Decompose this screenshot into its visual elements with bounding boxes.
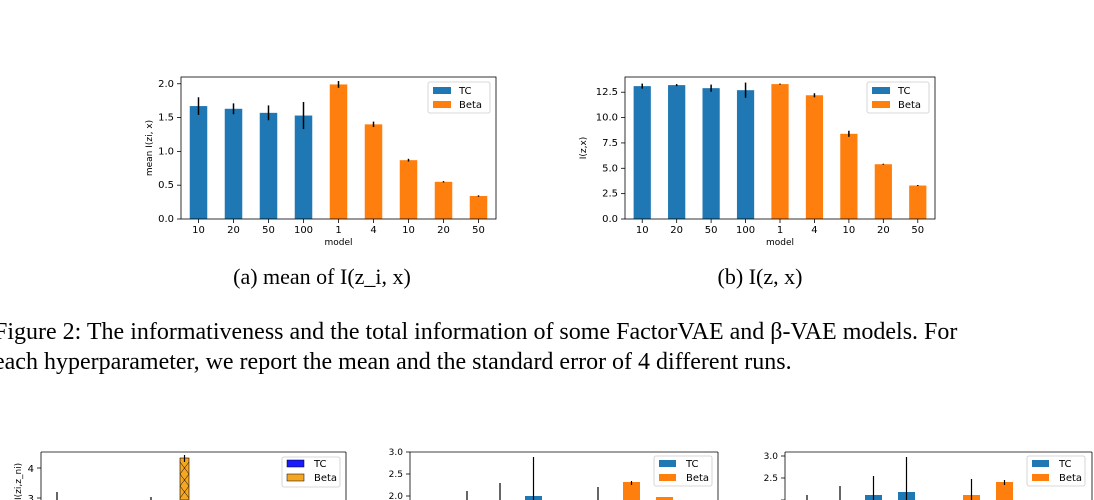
chart-a-ytick-label-0: 0.0	[158, 214, 174, 225]
chart-a-bar-beta-4	[329, 84, 348, 219]
bottom1-bar-hatch	[179, 461, 190, 499]
chart-a-ylabel: mean I(zi, x)	[145, 120, 155, 176]
bottom2-legend-swatch-beta	[659, 474, 676, 481]
bottom1-legend-label-tc: TC	[313, 459, 327, 470]
figure-caption-line2: each hyperparameter, we report the mean …	[0, 349, 792, 375]
chart-b-legend-swatch-beta	[872, 101, 890, 108]
chart-a-bar-beta-5	[364, 124, 383, 219]
bottom3-legend-swatch-beta	[1032, 474, 1049, 481]
chart-b-xtick-label-2: 50	[705, 225, 718, 236]
bottom1-legend-swatch-beta	[286, 473, 305, 482]
chart-a-bar-tc-0	[189, 106, 208, 219]
chart-b: 0.0 2.5 5.0 7.5 10.0 12.5 10 20 50 100 1 4 10 20 50 mod…	[579, 76, 936, 248]
chart-a-xtick-label-8: 50	[472, 225, 485, 236]
chart-b-ytick-label-0: 0.0	[602, 214, 618, 225]
chart-b-bar-tc-2	[702, 88, 720, 220]
chart-a-xtick-label-5: 4	[370, 225, 376, 236]
chart-a-bar-tc-2	[259, 112, 278, 219]
chart-a-xtick-label-1: 20	[227, 225, 240, 236]
chart-a-ytick-label-1: 0.5	[158, 180, 174, 191]
bottom-panel-3: 3.0 2.5 TC Beta	[764, 451, 1093, 500]
chart-b-xlabel: model	[766, 238, 794, 248]
chart-b-ytick-label-3: 7.5	[602, 138, 618, 149]
bottom1-legend-swatch-tc	[286, 459, 305, 468]
chart-b-xtick-label-8: 50	[911, 225, 924, 236]
bottom1-ytick-label-4: 4	[28, 464, 34, 475]
figure-caption-line1: Figure 2: The informativeness and the to…	[0, 319, 957, 345]
bottom2-ytick-label-20: 2.0	[389, 492, 404, 500]
bottom1-ylabel: I(zi,z_ni)	[14, 463, 24, 500]
chart-b-bar-beta-7	[874, 164, 892, 219]
chart-a-xtick-label-3: 100	[294, 225, 313, 236]
chart-a-xtick-label-4: 1	[335, 225, 341, 236]
chart-b-xtick-label-3: 100	[736, 225, 755, 236]
chart-b-bar-beta-5	[805, 95, 824, 219]
chart-b-legend-swatch-tc	[872, 87, 890, 94]
chart-b-xtick-label-4: 1	[777, 225, 783, 236]
bottom3-ytick-label-30: 3.0	[764, 452, 779, 462]
bottom2-legend-label-beta: Beta	[686, 473, 709, 484]
bottom1-legend-label-beta: Beta	[314, 473, 337, 484]
bottom-panel-1: 4 3 I(zi,z_ni) TC Beta	[14, 451, 347, 500]
chart-b-xtick-label-6: 10	[843, 225, 856, 236]
bottom3-legend-swatch-tc	[1032, 460, 1049, 467]
chart-a-ytick-label-3: 1.5	[158, 113, 174, 124]
caption-b: (b) I(z, x)	[718, 264, 803, 289]
bottom1-ytick-label-3: 3	[28, 494, 34, 500]
bottom2-legend-label-tc: TC	[685, 459, 699, 470]
bottom3-bar-beta-2	[996, 482, 1013, 500]
chart-a-bar-beta-6	[399, 160, 418, 219]
chart-a-xtick-label-7: 20	[437, 225, 450, 236]
bottom1-bar-beta	[179, 457, 190, 500]
chart-a-legend-swatch-tc	[433, 87, 451, 94]
chart-b-bar-tc-1	[668, 85, 686, 219]
chart-a-ytick-label-4: 2.0	[158, 79, 174, 90]
bottom3-ytick-label-25: 2.5	[764, 474, 778, 484]
chart-a-legend-label-tc: TC	[458, 86, 472, 97]
bottom3-legend-label-tc: TC	[1058, 459, 1072, 470]
chart-a: 0.0 0.5 1.0 1.5 2.0 10 20 50 100 1 4 10 20 50 model mea…	[145, 76, 497, 248]
chart-a-bar-tc-3	[294, 115, 313, 219]
chart-a-legend-swatch-beta	[433, 101, 451, 108]
chart-b-ytick-label-4: 10.0	[596, 113, 618, 124]
chart-b-bar-beta-8	[909, 185, 927, 219]
chart-b-ytick-label-5: 12.5	[596, 87, 618, 98]
chart-b-legend-label-beta: Beta	[898, 100, 921, 111]
chart-b-xtick-label-7: 20	[877, 225, 890, 236]
bottom2-bar-beta-2	[656, 497, 673, 500]
chart-a-xtick-label-0: 10	[192, 225, 205, 236]
chart-a-legend-label-beta: Beta	[459, 100, 482, 111]
chart-b-xtick-label-1: 20	[670, 225, 683, 236]
chart-b-ytick-label-2: 5.0	[602, 163, 618, 174]
bottom3-legend-label-beta: Beta	[1059, 473, 1082, 484]
bottom2-bar-beta	[623, 482, 640, 500]
chart-a-bar-beta-8	[469, 196, 488, 219]
bottom2-ytick-label-30: 3.0	[389, 448, 404, 458]
chart-b-bar-beta-6	[840, 133, 858, 219]
chart-a-xtick-label-6: 10	[402, 225, 415, 236]
bottom2-ytick-label-25: 2.5	[389, 470, 403, 480]
chart-b-bar-tc-3	[736, 90, 755, 219]
chart-a-ytick-label-2: 1.0	[158, 146, 174, 157]
chart-b-legend-label-tc: TC	[897, 86, 911, 97]
chart-b-ylabel: I(z,x)	[579, 137, 589, 160]
chart-b-xtick-label-5: 4	[811, 225, 817, 236]
chart-a-bar-beta-7	[434, 181, 453, 219]
chart-a-bar-tc-1	[224, 108, 243, 219]
bottom2-legend-swatch-tc	[659, 460, 676, 467]
chart-b-ytick-label-1: 2.5	[602, 189, 618, 200]
chart-a-xtick-label-2: 50	[262, 225, 275, 236]
chart-b-xtick-label-0: 10	[636, 225, 649, 236]
chart-b-bar-tc-0	[633, 86, 651, 219]
chart-a-xlabel: model	[324, 238, 352, 248]
chart-b-bar-beta-4	[771, 84, 789, 219]
bottom-panel-2: 3.0 2.5 2.0 TC Beta	[389, 448, 719, 500]
caption-a: (a) mean of I(z_i, x)	[233, 264, 411, 289]
